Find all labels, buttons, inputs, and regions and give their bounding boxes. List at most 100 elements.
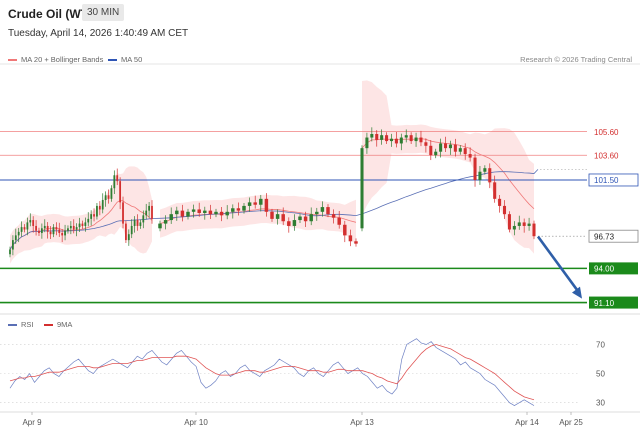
candle-body <box>49 231 52 235</box>
candle-body <box>78 223 81 228</box>
candle-body <box>180 210 185 217</box>
bollinger-band-2 <box>160 194 356 245</box>
candle-body <box>52 227 55 235</box>
candle-body <box>197 209 201 213</box>
candle-body <box>429 145 433 156</box>
legend-rsi-ma: 9MA <box>44 320 72 329</box>
candle-body <box>72 225 75 230</box>
candle-body <box>93 214 95 217</box>
forecast-arrow-shaft <box>536 235 581 294</box>
candle-body <box>292 220 297 226</box>
rsi-ma-line <box>9 344 535 401</box>
candle-body <box>208 210 213 215</box>
x-tick-label: Apr 14 <box>515 418 539 427</box>
level-tag-94.00 <box>589 262 638 275</box>
legend-ma20: MA 20 + Bollinger Bands <box>8 55 103 64</box>
candle-body <box>219 211 224 216</box>
candle-body <box>231 208 235 212</box>
candle-body <box>175 210 179 215</box>
candle-body <box>23 227 26 230</box>
candle-body <box>270 211 274 219</box>
candle-body <box>493 182 497 199</box>
candle-body <box>148 205 151 211</box>
candle-body <box>375 134 379 140</box>
x-tick-label: Apr 10 <box>184 418 208 427</box>
ma50-swatch <box>108 58 117 61</box>
candle-body <box>483 168 487 172</box>
candle-body <box>136 220 139 226</box>
candle-body <box>225 211 229 216</box>
candle-body <box>104 195 107 201</box>
candle-body <box>110 188 113 199</box>
candle-body <box>119 181 122 203</box>
candle-body <box>139 222 142 226</box>
candle-body <box>242 205 246 211</box>
candle-body <box>326 207 330 215</box>
candle-body <box>158 223 162 229</box>
candle-body <box>419 137 423 143</box>
candle-body <box>98 205 101 210</box>
level-tag-101.50 <box>588 173 639 187</box>
candle-body <box>512 225 516 230</box>
level-label-103.60: 103.60 <box>594 151 619 160</box>
timeframe-badge[interactable]: 30 MIN <box>82 4 125 21</box>
candle-body <box>84 222 87 226</box>
candle-body <box>532 223 536 237</box>
candle-body <box>287 221 291 226</box>
candle-body <box>9 249 11 255</box>
candle-body <box>264 198 269 212</box>
level-label-101.50: 101.50 <box>594 176 619 185</box>
candle-body <box>163 220 168 224</box>
candle-body <box>507 214 511 230</box>
candle-body <box>26 222 29 230</box>
candle-body <box>142 215 145 223</box>
candle-body <box>58 229 61 234</box>
timestamp: Tuesday, April 14, 2026 1:40:49 AM CET <box>8 28 189 39</box>
rsi-tick-70: 70 <box>596 341 605 350</box>
rsi-ma-swatch <box>44 323 53 326</box>
candle-body <box>145 210 148 216</box>
candle-body <box>399 137 403 144</box>
level-label-96.73: 96.73 <box>594 232 615 241</box>
x-tick-label: Apr 25 <box>559 418 583 427</box>
candle-body <box>122 202 124 224</box>
rsi-label: RSI <box>21 320 34 329</box>
rsi-ma-label: 9MA <box>57 320 73 329</box>
level-tag-91.10 <box>589 296 638 309</box>
candle-body <box>96 205 98 217</box>
candle-body <box>87 218 90 223</box>
candle-body <box>439 143 443 152</box>
candle-body <box>20 227 23 232</box>
candle-body <box>409 135 413 142</box>
candle-body <box>43 225 46 229</box>
candle-body <box>473 157 477 180</box>
candle-body <box>385 135 389 142</box>
level-label-105.60: 105.60 <box>594 128 619 137</box>
candle-body <box>236 208 241 211</box>
candle-body <box>61 233 64 236</box>
candle-body <box>320 207 325 212</box>
candle-body <box>498 198 502 206</box>
candle-body <box>448 144 452 149</box>
candle-body <box>116 175 119 182</box>
candle-body <box>130 225 133 235</box>
candle-body <box>203 210 207 213</box>
candle-body <box>337 217 341 225</box>
candle-body <box>478 171 482 180</box>
candle-body <box>354 241 358 244</box>
candle-body <box>55 227 58 230</box>
level-tag-96.73 <box>588 229 639 243</box>
candle-body <box>127 234 130 241</box>
candle-body <box>214 211 218 215</box>
instrument-title: Crude Oil (WTI) <box>8 7 96 21</box>
candle-body <box>151 205 153 219</box>
candle-body <box>69 225 72 229</box>
candle-body <box>414 137 418 142</box>
candle-body <box>394 138 398 144</box>
candle-body <box>107 195 110 199</box>
candle-body <box>11 240 14 250</box>
credit-text: Research © 2026 Trading Central <box>520 55 632 64</box>
candle-body <box>46 225 49 232</box>
candle-body <box>17 231 20 236</box>
